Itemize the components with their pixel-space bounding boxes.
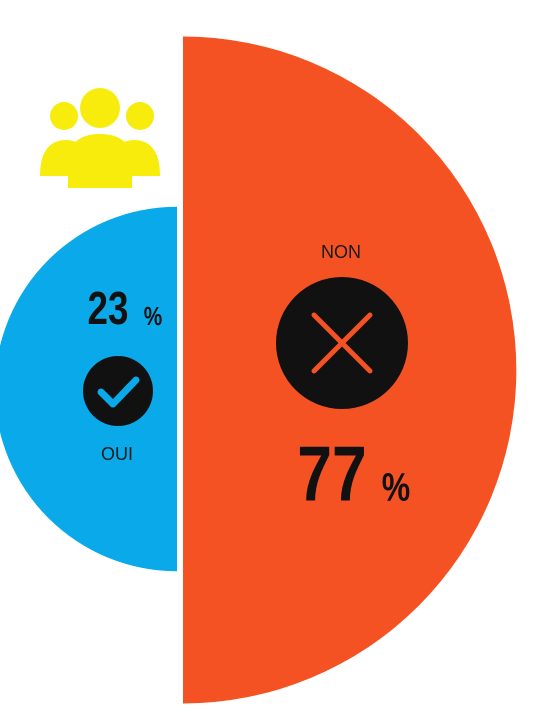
cross-icon [276, 277, 408, 409]
value-unit: % [144, 302, 163, 331]
value-label: 77 [297, 430, 366, 517]
category-label: OUI [101, 444, 133, 464]
marks [0, 36, 517, 704]
people-icon [40, 88, 160, 188]
category-label: NON [321, 242, 361, 262]
labels: OUI 23 % NON 77% [88, 242, 411, 517]
value-label: 23 [88, 282, 129, 334]
check-icon [83, 356, 153, 426]
value-unit: % [382, 464, 410, 509]
